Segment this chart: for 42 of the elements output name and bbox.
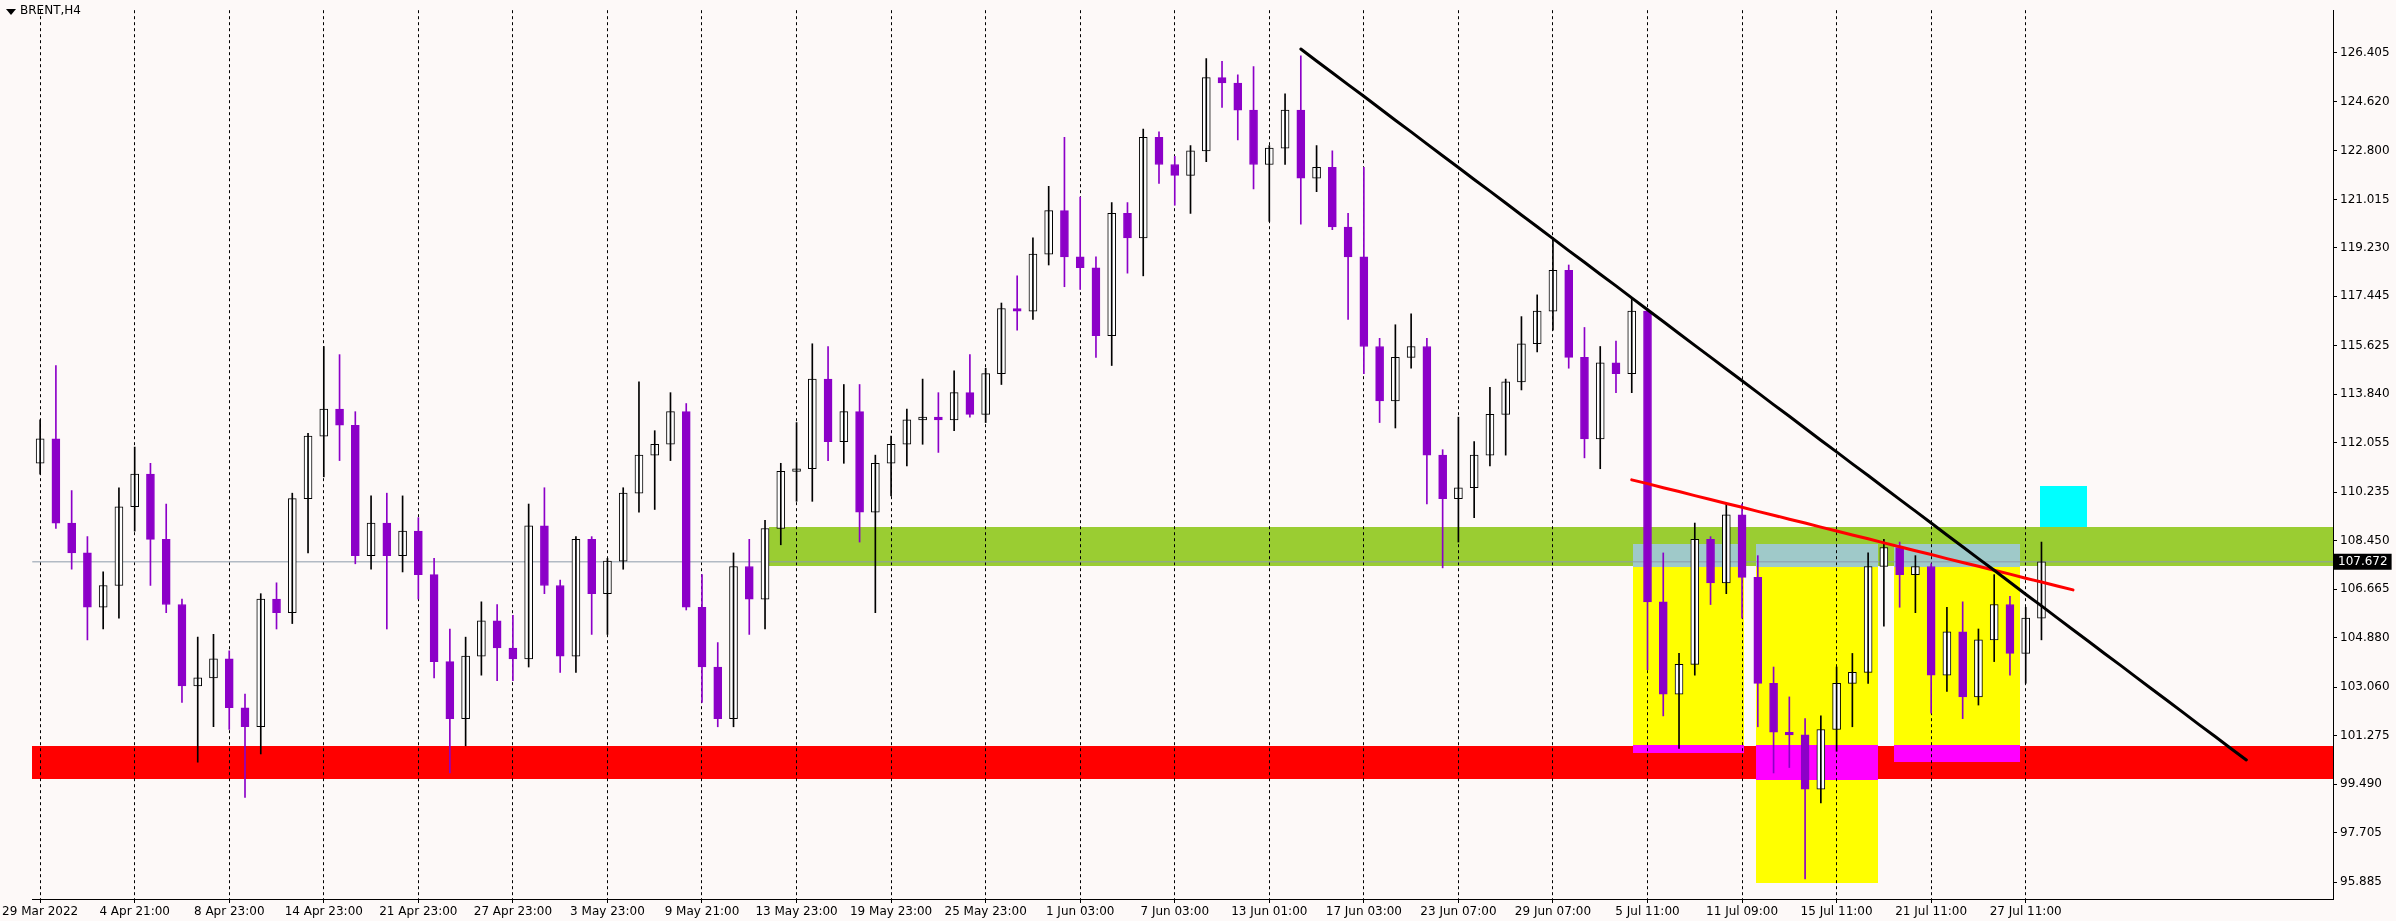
x-tick-label: 3 May 23:00 — [570, 904, 645, 919]
y-tick-label: 99.490 — [2340, 776, 2382, 791]
y-tick-label: 115.625 — [2340, 337, 2390, 352]
y-tick-label: 124.620 — [2340, 93, 2390, 108]
y-tick-label: 110.235 — [2340, 484, 2390, 499]
x-tick-label: 25 May 23:00 — [944, 904, 1027, 919]
x-tick-label: 13 May 23:00 — [755, 904, 838, 919]
x-tick-label: 21 Jul 11:00 — [1895, 904, 1968, 919]
x-tick-label: 14 Apr 23:00 — [284, 904, 363, 919]
y-tick-label: 97.705 — [2340, 824, 2382, 839]
y-tick-label: 95.885 — [2340, 874, 2382, 889]
y-tick-label: 103.060 — [2340, 679, 2390, 694]
x-tick-label: 17 Jun 03:00 — [1325, 904, 1402, 919]
y-tick-label: 108.450 — [2340, 532, 2390, 547]
y-tick-label: 106.665 — [2340, 581, 2390, 596]
y-tick-label: 122.800 — [2340, 143, 2390, 158]
y-tick-label: 117.445 — [2340, 288, 2390, 303]
x-tick-label: 19 May 23:00 — [849, 904, 933, 919]
x-tick-label: 27 Jul 11:00 — [1989, 904, 2062, 919]
y-tick-label: 101.275 — [2340, 727, 2390, 742]
y-tick-label: 113.840 — [2340, 386, 2390, 401]
x-tick-label: 5 Jul 11:00 — [1615, 904, 1680, 919]
x-tick-label: 1 Jun 03:00 — [1045, 904, 1115, 919]
x-tick-label: 21 Apr 23:00 — [379, 904, 458, 919]
x-tick-label: 8 Apr 23:00 — [193, 904, 265, 919]
x-tick-label: 15 Jul 11:00 — [1800, 904, 1873, 919]
x-tick-label: 29 Mar 2022 — [2, 904, 79, 919]
x-tick-label: 29 Jun 07:00 — [1514, 904, 1592, 919]
chart-title: BRENT,H4 — [20, 3, 81, 17]
x-tick-label: 13 Jun 01:00 — [1231, 904, 1308, 919]
x-tick-label: 4 Apr 21:00 — [99, 904, 170, 919]
y-tick-label: 104.880 — [2340, 629, 2390, 644]
x-tick-label: 11 Jul 09:00 — [1706, 904, 1779, 919]
x-tick-label: 23 Jun 07:00 — [1420, 904, 1497, 919]
y-tick-label: 112.055 — [2340, 434, 2390, 449]
ref-line-label: 107.672 — [2338, 553, 2388, 568]
x-tick-label: 9 May 21:00 — [664, 904, 740, 919]
y-tick-label: 126.405 — [2340, 45, 2390, 60]
y-tick-label: 121.015 — [2340, 191, 2390, 206]
y-tick-label: 119.230 — [2340, 240, 2390, 255]
x-tick-label: 27 Apr 23:00 — [473, 904, 553, 919]
x-tick-label: 7 Jun 03:00 — [1140, 904, 1210, 919]
